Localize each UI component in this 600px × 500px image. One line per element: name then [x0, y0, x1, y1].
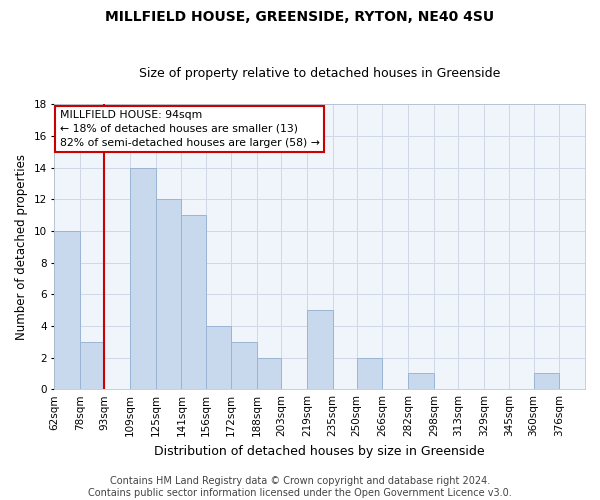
Bar: [206, 326, 231, 389]
Text: Contains HM Land Registry data © Crown copyright and database right 2024.
Contai: Contains HM Land Registry data © Crown c…: [88, 476, 512, 498]
X-axis label: Distribution of detached houses by size in Greenside: Distribution of detached houses by size …: [154, 444, 485, 458]
Bar: [307, 310, 332, 389]
Title: Size of property relative to detached houses in Greenside: Size of property relative to detached ho…: [139, 66, 500, 80]
Text: MILLFIELD HOUSE: 94sqm
← 18% of detached houses are smaller (13)
82% of semi-det: MILLFIELD HOUSE: 94sqm ← 18% of detached…: [60, 110, 320, 148]
Bar: [257, 358, 281, 389]
Text: MILLFIELD HOUSE, GREENSIDE, RYTON, NE40 4SU: MILLFIELD HOUSE, GREENSIDE, RYTON, NE40 …: [106, 10, 494, 24]
Bar: [408, 374, 434, 389]
Bar: [231, 342, 257, 389]
Bar: [156, 199, 181, 389]
Bar: [357, 358, 382, 389]
Bar: [80, 342, 104, 389]
Bar: [181, 215, 206, 389]
Bar: [533, 374, 559, 389]
Bar: [55, 231, 80, 389]
Y-axis label: Number of detached properties: Number of detached properties: [15, 154, 28, 340]
Bar: [130, 168, 156, 389]
